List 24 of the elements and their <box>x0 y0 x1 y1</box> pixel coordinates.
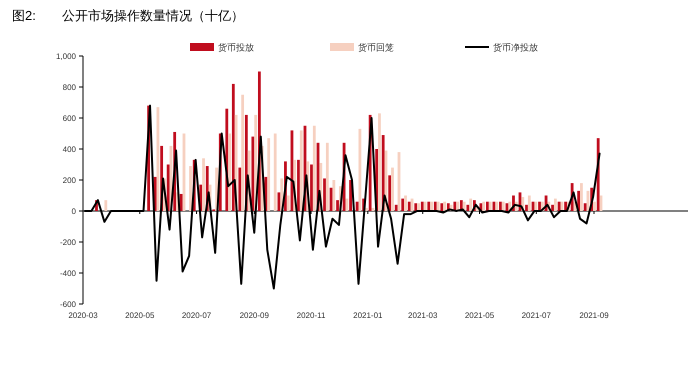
y-tick-label: -400 <box>60 269 77 278</box>
axis-y: -600 -400 -200 0 200 400 600 800 1,000 <box>56 52 84 309</box>
y-tick-label: -600 <box>60 300 77 309</box>
legend-label: 货币净投放 <box>493 42 538 52</box>
x-tick-label: 2021-03 <box>408 311 438 320</box>
legend-label: 货币投放 <box>218 42 254 52</box>
x-tick-label: 2020-09 <box>240 311 270 320</box>
legend-label: 货币回笼 <box>358 42 394 52</box>
x-tick-label: 2021-07 <box>522 311 552 320</box>
x-tick-label: 2020-05 <box>125 311 156 320</box>
y-tick-label: 1,000 <box>56 52 77 61</box>
y-tick-label: 400 <box>62 145 77 154</box>
y-tick-label: 800 <box>62 83 77 92</box>
y-tick-label: 0 <box>72 207 77 216</box>
chart-title: 图2: 公开市场操作数量情况（十亿） <box>12 8 244 23</box>
y-tick-label: 200 <box>62 176 77 185</box>
x-tick-label: 2020-07 <box>182 311 212 320</box>
x-tick-label: 2021-09 <box>579 311 610 320</box>
x-tick-label: 2021-05 <box>464 311 495 320</box>
x-tick-label: 2020-03 <box>68 311 98 320</box>
y-tick-label: -200 <box>60 238 77 247</box>
x-tick-label: 2021-01 <box>353 311 384 320</box>
x-tick-label: 2020-11 <box>296 311 326 320</box>
y-tick-label: 600 <box>62 114 77 123</box>
